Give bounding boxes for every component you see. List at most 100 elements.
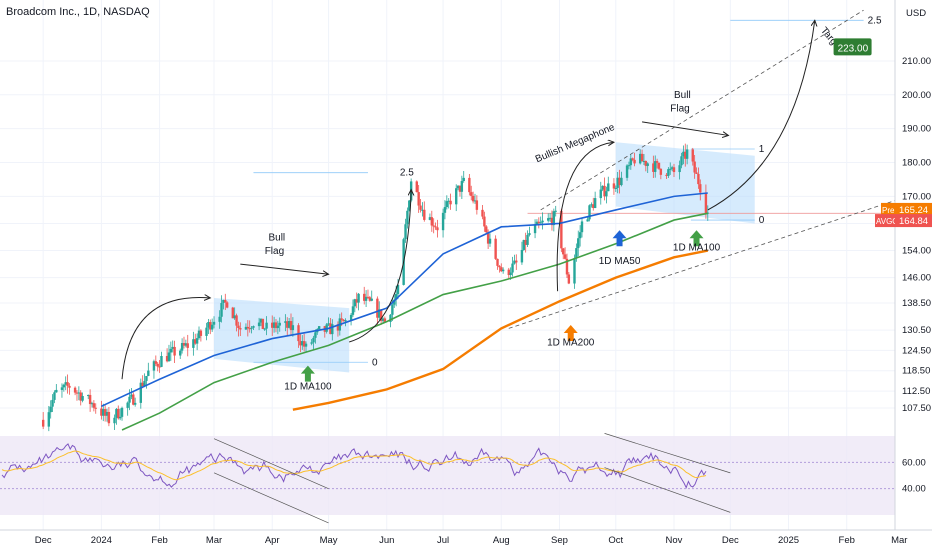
candle-body — [593, 198, 597, 209]
candle-body — [302, 341, 306, 347]
y-tick-label: 146.00 — [902, 273, 931, 284]
y-tick-label: 107.50 — [902, 403, 931, 414]
candle-body — [370, 298, 373, 301]
candle-body — [158, 366, 161, 368]
candle-body — [233, 315, 236, 319]
curve-arrow-3 — [556, 142, 614, 292]
candle-body — [524, 239, 527, 245]
candle-body — [577, 238, 580, 249]
candle-body — [102, 409, 105, 416]
ma100-line — [121, 212, 708, 431]
y-tick-label: 118.50 — [902, 366, 930, 377]
candle-body — [248, 328, 251, 330]
candle-body — [483, 216, 486, 227]
candle-body — [301, 341, 304, 346]
y-tick-label: 190.00 — [902, 124, 931, 135]
candle-body — [458, 185, 462, 192]
candle-body — [646, 163, 649, 166]
candle-body — [47, 412, 51, 427]
candle-body — [207, 322, 210, 328]
candle-body — [404, 224, 407, 240]
candle-body — [644, 160, 648, 166]
candle-body — [620, 177, 623, 186]
candle-body — [669, 168, 672, 170]
candle-body — [592, 204, 595, 209]
candle-body — [475, 200, 479, 210]
candle-body — [103, 409, 107, 416]
candle-body — [528, 233, 531, 235]
x-tick-label: Feb — [151, 535, 167, 546]
x-tick-label: Jul — [437, 535, 449, 546]
candle-body — [81, 396, 84, 401]
candle-body — [156, 363, 159, 367]
candle-body — [535, 221, 539, 226]
candle-body — [436, 227, 439, 231]
candle-body — [605, 191, 608, 197]
fib-label-1: 1 — [759, 144, 765, 155]
candle-body — [548, 217, 552, 219]
candle-body — [456, 185, 460, 189]
candle-body — [667, 169, 670, 176]
candle-body — [66, 382, 69, 386]
candle-body — [368, 297, 372, 301]
candle-body — [376, 298, 379, 318]
candle-body — [704, 192, 708, 214]
candle-body — [389, 314, 392, 322]
candle-body — [286, 321, 289, 328]
candle-body — [567, 274, 571, 284]
candle-body — [212, 321, 216, 325]
candle-body — [488, 238, 492, 244]
candle-body — [394, 293, 398, 300]
candle-body — [443, 207, 447, 213]
ticker-tag-bg — [875, 214, 895, 228]
candle-body — [274, 322, 278, 329]
candle-body — [526, 234, 529, 245]
ma50-label: 1D MA50 — [599, 256, 641, 267]
candle-body — [419, 205, 422, 210]
x-tick-label: Mar — [206, 535, 222, 546]
candle-body — [128, 396, 131, 403]
candle-body — [250, 327, 253, 329]
candle-body — [547, 218, 550, 221]
candle-body — [182, 343, 186, 346]
candle-body — [235, 315, 238, 326]
y-tick-label: 130.50 — [902, 325, 931, 336]
candle-body — [672, 167, 676, 173]
chart-title: Broadcom Inc., 1D, NASDAQ — [6, 6, 150, 18]
candle-body — [449, 200, 452, 205]
candle-body — [220, 302, 223, 317]
candle-body — [509, 272, 512, 276]
candle-body — [340, 318, 343, 320]
candle-body — [415, 181, 418, 193]
ma200-line — [292, 249, 709, 411]
candle-body — [271, 322, 274, 328]
candle-body — [699, 184, 702, 193]
candle-body — [252, 326, 255, 328]
candle-body — [344, 320, 347, 322]
bull-flag-label-1b: Flag — [265, 246, 284, 257]
candle-body — [537, 221, 541, 224]
candle-body — [693, 161, 696, 173]
y-axis: USD 107.50 112.50 118.50 124.50 130.50 138.50 1… — [875, 0, 932, 550]
candle-body — [317, 326, 321, 330]
candle-body — [312, 337, 315, 343]
y-tick-label: 200.00 — [902, 90, 931, 101]
candle-body — [565, 258, 569, 275]
candle-body — [60, 387, 64, 390]
candle-body — [107, 411, 111, 424]
rsi-trend-lower — [213, 472, 329, 524]
candle-body — [657, 162, 661, 169]
candles-layer — [41, 143, 709, 432]
candle-body — [184, 343, 188, 346]
candle-body — [639, 153, 642, 164]
candle-body — [383, 318, 387, 322]
candle-body — [441, 212, 445, 231]
x-tick-label: Oct — [608, 535, 623, 546]
x-tick-label: Nov — [666, 535, 683, 546]
candle-body — [210, 324, 214, 330]
candle-body — [287, 321, 291, 328]
candle-body — [205, 327, 208, 336]
candle-body — [244, 326, 248, 330]
candle-body — [49, 406, 52, 413]
candle-body — [616, 177, 619, 188]
